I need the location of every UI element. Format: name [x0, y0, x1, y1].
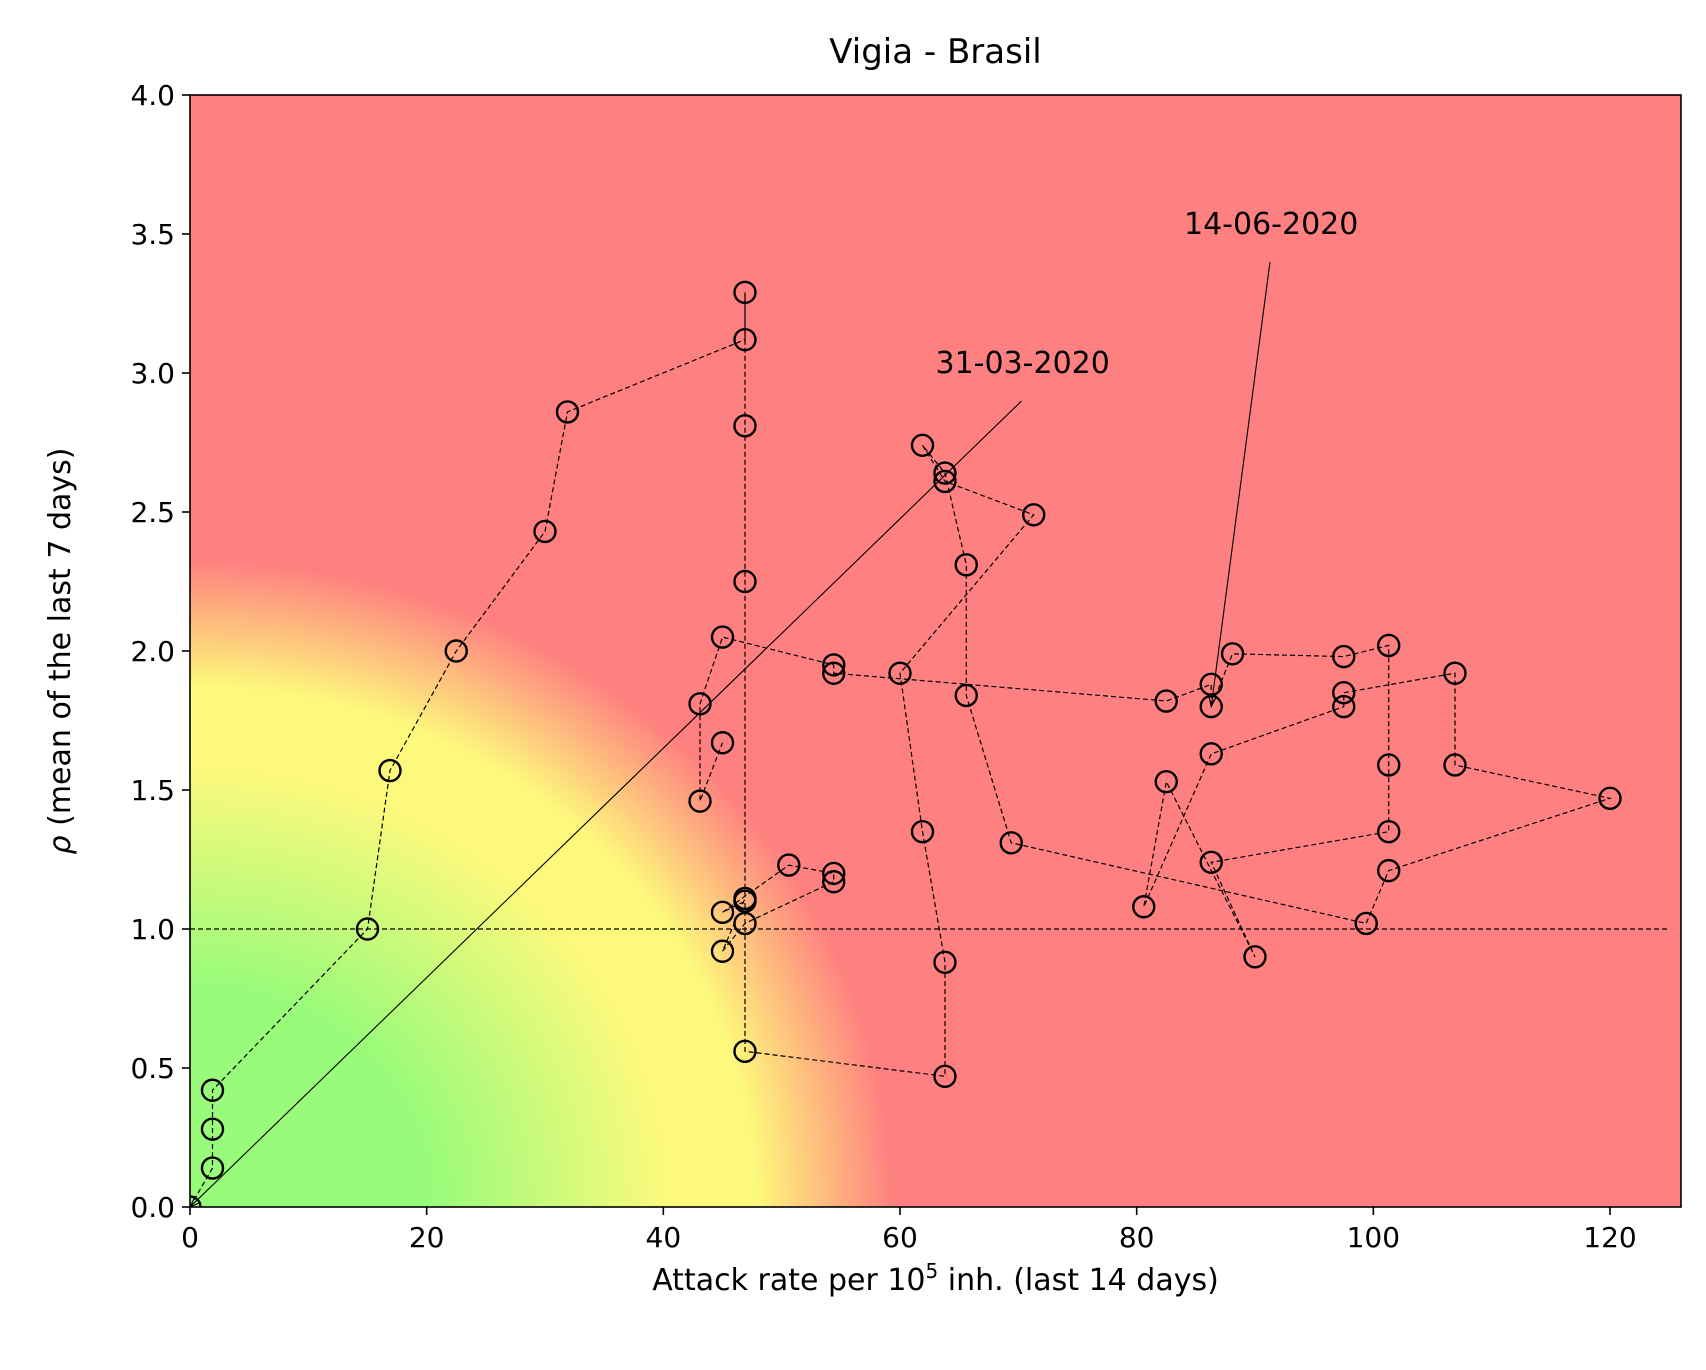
data-point: [822, 653, 846, 677]
data-point: [1377, 633, 1401, 658]
data-point: [954, 683, 978, 708]
chart-title: Vigia - Brasil: [829, 32, 1041, 72]
data-point: [1377, 820, 1401, 844]
y-tick-label: 0.5: [130, 1052, 175, 1085]
data-point: [688, 789, 712, 813]
data-point: [1332, 681, 1356, 705]
data-point: [555, 400, 580, 424]
x-tick-label: 40: [646, 1221, 682, 1254]
data-point: [910, 820, 935, 844]
y-tick-label: 1.0: [130, 913, 175, 946]
data-point: [1199, 694, 1223, 719]
x-tick-label: 120: [1583, 1221, 1636, 1254]
data-point: [910, 433, 935, 457]
data-point: [444, 639, 468, 663]
data-point: [733, 1039, 757, 1064]
y-axis-label: ρ (mean of the last 7 days): [43, 448, 78, 855]
data-point: [822, 870, 846, 894]
data-point: [733, 414, 757, 438]
y-tick-label: 0.0: [130, 1191, 175, 1224]
data-point: [1199, 850, 1223, 874]
data-point: [1132, 895, 1156, 919]
data-point: [710, 625, 735, 649]
data-point: [1199, 742, 1223, 766]
y-tick-label: 2.5: [130, 496, 175, 529]
data-point: [1354, 911, 1378, 936]
data-point: [533, 519, 557, 544]
data-point: [1199, 672, 1223, 697]
data-point: [710, 900, 735, 925]
annotation-arrow: [1210, 261, 1271, 707]
y-tick-label: 2.0: [130, 635, 175, 668]
annotation-label: 14-06-2020: [1184, 207, 1358, 242]
x-axis-label: Attack rate per 105 inh. (last 14 days): [652, 1259, 1219, 1298]
data-point: [1332, 694, 1356, 719]
data-point: [378, 758, 402, 783]
data-point: [710, 939, 735, 963]
x-tick-label: 20: [409, 1221, 445, 1254]
x-tick-label: 60: [882, 1221, 918, 1254]
data-point: [1022, 503, 1046, 527]
data-point: [200, 1078, 225, 1102]
risk-gradient: [190, 95, 1681, 1207]
data-point: [1220, 642, 1245, 666]
data-point: [1332, 644, 1356, 669]
annotation-arrowhead: [190, 1195, 202, 1207]
data-point: [688, 692, 712, 716]
x-tick-label: 100: [1347, 1221, 1400, 1254]
data-point: [710, 731, 735, 755]
y-tick-label: 3.0: [130, 357, 175, 390]
data-point: [1443, 661, 1467, 685]
data-point: [200, 1117, 225, 1141]
data-point: [999, 831, 1023, 855]
annotation-label: 31-03-2020: [936, 346, 1110, 381]
data-point: [933, 461, 957, 485]
y-tick-label: 4.0: [130, 79, 175, 112]
data-point: [1443, 753, 1467, 777]
data-point: [1243, 945, 1267, 969]
data-point: [200, 1156, 225, 1180]
data-point: [954, 553, 978, 577]
data-point: [733, 280, 757, 305]
data-point: [822, 661, 846, 685]
data-point: [1154, 769, 1178, 794]
data-point: [1598, 786, 1622, 811]
data-point: [733, 911, 757, 936]
data-point: [822, 861, 846, 886]
data-point: [933, 1064, 957, 1089]
data-point: [1377, 753, 1401, 777]
data-point: [933, 950, 957, 975]
data-point: [888, 661, 912, 685]
data-point: [355, 917, 380, 941]
data-point: [733, 569, 757, 594]
data-point: [1377, 858, 1401, 883]
data-point: [733, 327, 757, 352]
y-tick-label: 3.5: [130, 218, 175, 251]
data-point: [733, 889, 757, 913]
data-point: [1154, 689, 1178, 713]
annotation-arrowhead: [1208, 694, 1218, 709]
y-tick-label: 1.5: [130, 774, 175, 807]
data-point: [933, 469, 957, 494]
x-tick-label: 80: [1119, 1221, 1155, 1254]
annotation-arrow: [190, 400, 1022, 1207]
series-line: [190, 292, 1613, 1207]
data-point: [777, 853, 801, 877]
x-tick-label: 0: [181, 1221, 199, 1254]
